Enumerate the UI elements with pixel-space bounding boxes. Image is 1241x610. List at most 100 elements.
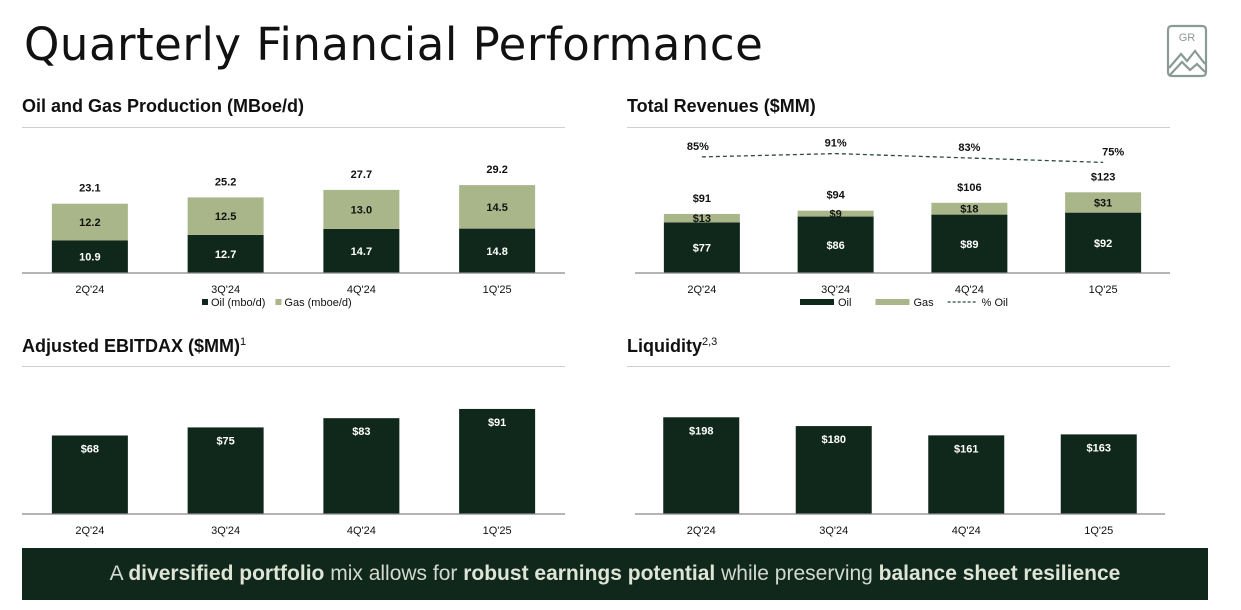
liquidity-bar-s0-2 <box>928 435 1005 514</box>
liquidity-title: Liquidity2,3 <box>627 336 718 356</box>
ebitdax-bar-label-s0-2: $83 <box>352 426 370 438</box>
revenues-panel: Total Revenues ($MM) $77 $86 $89 $92 $13 $9 $1… <box>627 96 1172 326</box>
liquidity-title-rule <box>627 366 1170 367</box>
revenues-title-rule <box>627 127 1170 128</box>
revenues-bar-label-s1-0: $13 <box>693 213 711 225</box>
production-legend-label-1: Gas (mboe/d) <box>284 297 351 309</box>
ebitdax-x-tick-0: 2Q'24 <box>75 525 104 537</box>
production-legend-swatch-1 <box>275 299 282 305</box>
revenues-legend-label-0: Oil <box>838 297 851 309</box>
revenues-bar-s1-1 <box>797 210 874 217</box>
production-x-tick-3: 1Q'25 <box>483 284 512 296</box>
revenues-total-label-0: $91 <box>693 193 711 205</box>
revenues-x-tick-0: 2Q'24 <box>687 284 716 296</box>
production-total-label-2: 27.7 <box>351 169 372 181</box>
logo-text: GR <box>1179 32 1196 44</box>
liquidity-bar-s0-0 <box>663 417 740 514</box>
banner-text-1: A <box>109 562 129 585</box>
production-title-rule <box>22 127 565 128</box>
revenues-bar-label-s0-1: $86 <box>826 240 844 252</box>
production-bar-label-s1-3: 14.5 <box>486 202 507 214</box>
revenues-bar-label-s0-3: $92 <box>1094 238 1112 250</box>
production-bar-label-s1-2: 13.0 <box>351 204 372 216</box>
production-title: Oil and Gas Production (MBoe/d) <box>22 96 305 116</box>
revenues-pct-oil-label-0: 85% <box>687 141 709 153</box>
production-bar-label-s0-0: 10.9 <box>79 252 100 264</box>
liquidity-x-tick-0: 2Q'24 <box>687 525 716 537</box>
production-x-tick-2: 4Q'24 <box>347 284 376 296</box>
revenues-bar-label-s1-2: $18 <box>960 204 978 216</box>
production-bar-s1-2 <box>323 189 400 229</box>
production-total-label-1: 25.2 <box>215 176 236 188</box>
banner-bold-1: diversified portfolio <box>128 562 325 585</box>
revenues-bar-s0-2 <box>931 214 1008 273</box>
revenues-bar-s0-1 <box>797 216 874 273</box>
revenues-chart: $77 $86 $89 $92 $13 $9 $18 $31 $91 $94 $106 $123 2Q'… <box>635 138 1170 309</box>
revenues-legend-label-1: Gas <box>913 297 934 309</box>
revenues-bar-s0-3 <box>1065 212 1142 273</box>
banner-text-3: while preserving <box>715 562 879 585</box>
ebitdax-bar-s0-2 <box>323 418 400 514</box>
summary-banner: A diversified portfolio mix allows for r… <box>22 548 1208 600</box>
production-bar-s0-2 <box>323 228 400 273</box>
ebitdax-bar-s0-1 <box>187 427 264 514</box>
revenues-total-label-1: $94 <box>826 190 845 202</box>
revenues-x-tick-2: 4Q'24 <box>955 284 984 296</box>
liquidity-bar-label-s0-2: $161 <box>954 443 978 455</box>
production-chart: 10.9 12.7 14.7 14.8 12.2 12.5 13.0 14.5 23.1 25.2… <box>22 164 565 309</box>
revenues-legend-swatch-1 <box>875 299 910 305</box>
production-total-label-3: 29.2 <box>486 164 507 176</box>
ebitdax-title: Adjusted EBITDAX ($MM)1 <box>22 336 247 356</box>
production-bar-s0-3 <box>459 228 536 273</box>
revenues-bar-s1-3 <box>1065 192 1142 213</box>
ebitdax-x-tick-1: 3Q'24 <box>211 525 240 537</box>
liquidity-x-tick-2: 4Q'24 <box>952 525 981 537</box>
revenues-bar-label-s1-1: $9 <box>830 209 842 221</box>
revenues-total-label-3: $123 <box>1091 171 1115 183</box>
revenues-pct-oil-label-3: 75% <box>1102 146 1124 158</box>
revenues-title: Total Revenues ($MM) <box>627 96 816 116</box>
revenues-bar-label-s0-0: $77 <box>693 243 711 255</box>
banner-bold-2: robust earnings potential <box>463 562 716 585</box>
production-bar-s0-0 <box>51 240 128 273</box>
liquidity-bar-label-s0-1: $180 <box>822 434 846 446</box>
production-bar-label-s0-3: 14.8 <box>486 246 507 258</box>
liquidity-bar-label-s0-0: $198 <box>689 425 713 437</box>
liquidity-x-tick-1: 3Q'24 <box>819 525 848 537</box>
liquidity-x-tick-3: 1Q'25 <box>1084 525 1113 537</box>
liquidity-bar-s0-3 <box>1060 434 1137 514</box>
liquidity-bar-s0-1 <box>795 426 872 514</box>
production-bar-s0-1 <box>187 234 264 273</box>
revenues-x-tick-1: 3Q'24 <box>821 284 850 296</box>
banner-text-2: mix allows for <box>324 562 464 585</box>
ebitdax-chart: $68 $75 $83 $91 2Q'24 3Q'24 4Q'24 1Q'25 <box>22 408 565 537</box>
logo-mountain-base <box>1168 60 1206 77</box>
ebitdax-bar-label-s0-3: $91 <box>488 417 506 429</box>
ebitdax-bar-s0-3 <box>459 408 536 514</box>
production-legend-swatch-0 <box>202 299 208 305</box>
production-panel: Oil and Gas Production (MBoe/d) 10.9 12.7… <box>22 96 567 326</box>
revenues-total-label-2: $106 <box>957 182 981 194</box>
ebitdax-bar-s0-0 <box>51 435 128 514</box>
page-title: Quarterly Financial Performance <box>24 18 764 71</box>
revenues-bar-s1-2 <box>931 202 1008 215</box>
revenues-x-tick-3: 1Q'25 <box>1089 284 1118 296</box>
revenues-bar-s1-0 <box>663 213 740 223</box>
revenues-bar-label-s1-3: $31 <box>1094 197 1112 209</box>
production-x-tick-1: 3Q'24 <box>211 284 240 296</box>
revenues-legend-swatch-0 <box>800 299 834 305</box>
ebitdax-bar-label-s0-1: $75 <box>216 435 234 447</box>
company-logo: GR <box>1166 24 1208 78</box>
production-legend-label-0: Oil (mbo/d) <box>211 297 265 309</box>
liquidity-chart: $198 $180 $161 $163 2Q'24 3Q'24 4Q'24 1Q'25 <box>635 417 1165 537</box>
ebitdax-title-rule <box>22 366 565 367</box>
banner-bold-3: balance sheet resilience <box>878 562 1121 585</box>
ebitdax-title-sup: 1 <box>240 336 247 348</box>
logo-mountain-icon <box>1168 49 1206 69</box>
revenues-pct-oil-line <box>701 152 1104 164</box>
ebitdax-bar-label-s0-0: $68 <box>81 443 99 455</box>
production-bar-label-s1-1: 12.5 <box>215 211 236 223</box>
production-bar-s1-1 <box>187 197 264 235</box>
liquidity-bar-label-s0-3: $163 <box>1087 442 1111 454</box>
production-bar-label-s1-0: 12.2 <box>79 217 100 229</box>
